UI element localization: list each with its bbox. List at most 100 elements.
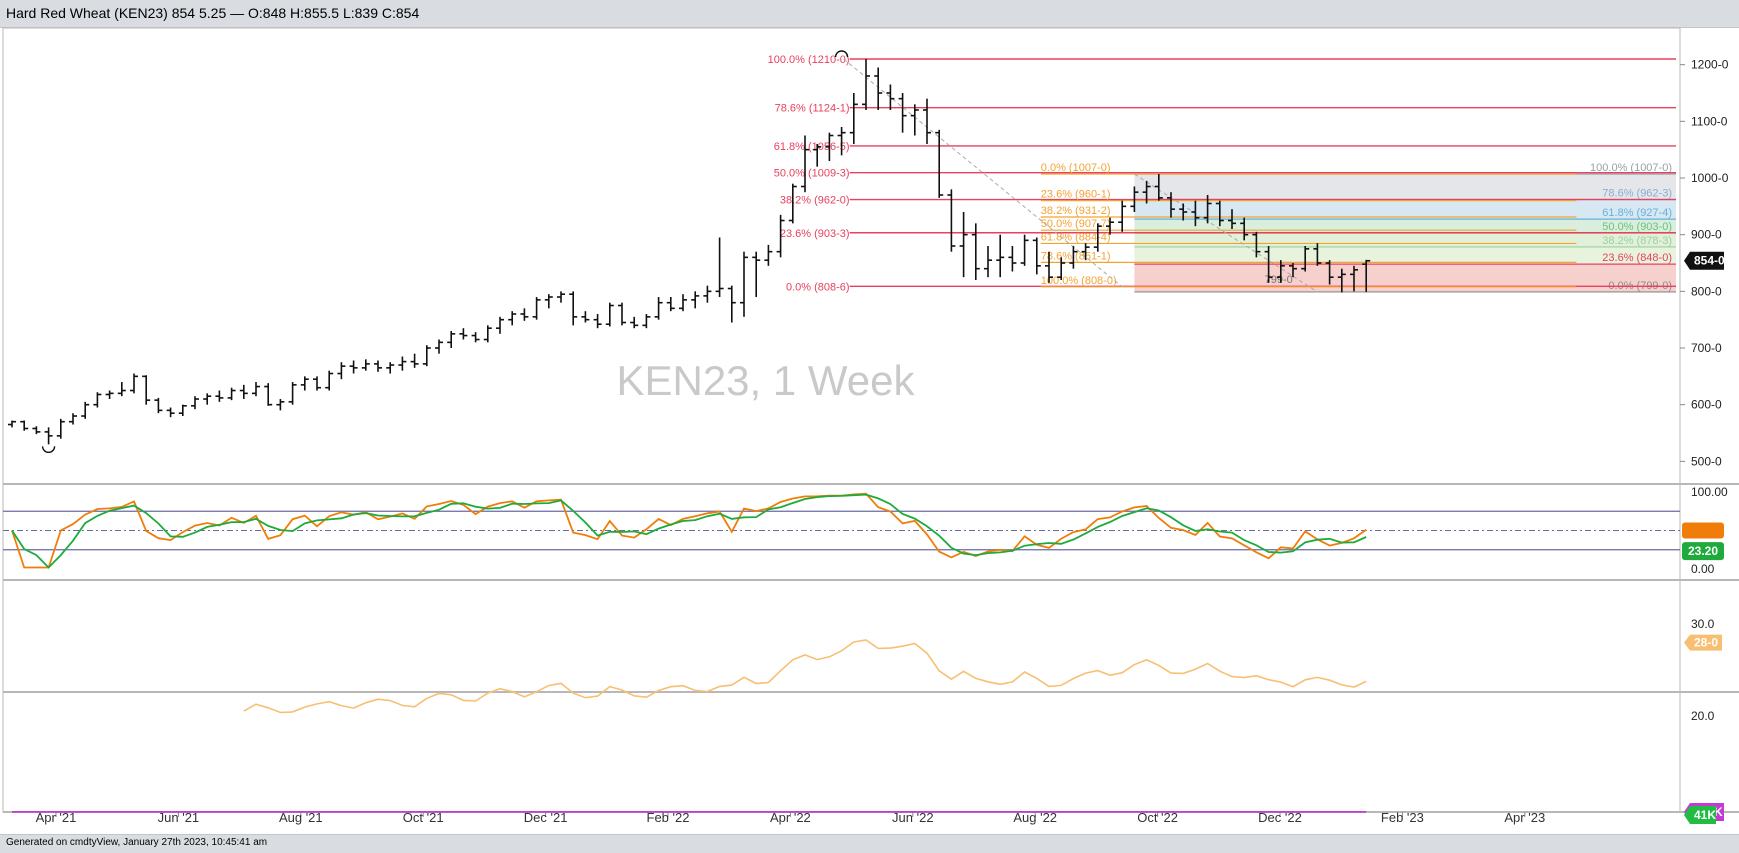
x-tick-label: Dec '21 <box>524 810 568 825</box>
fib-right-label: 61.8% (927-4) <box>1602 207 1672 219</box>
price-bar <box>313 376 321 391</box>
fib-middle-label: 50.0% (907-7) <box>1041 218 1111 230</box>
fib-right-label: 23.6% (848-0) <box>1602 252 1672 264</box>
price-bar <box>862 59 870 111</box>
price-bar <box>1093 223 1102 252</box>
price-bar <box>825 132 834 162</box>
price-bar <box>910 104 919 136</box>
fib-zone <box>1134 219 1676 233</box>
price-bar <box>276 399 285 411</box>
price-bar <box>1203 195 1212 224</box>
fib-middle-label: 78.6% (851-1) <box>1041 250 1111 262</box>
price-bar <box>386 362 395 374</box>
fib-left-label: 61.8% (1056-5) <box>774 141 850 153</box>
price-bar <box>130 373 138 394</box>
x-tick-label: Feb '23 <box>1381 810 1424 825</box>
price-bar <box>801 135 809 193</box>
price-bar <box>93 392 102 408</box>
ind2-tick-label: 20.0 <box>1691 709 1715 723</box>
price-bar <box>252 382 260 397</box>
x-tick-label: Jun '22 <box>892 810 934 825</box>
price-bar <box>996 234 1005 278</box>
price-bar <box>349 360 358 374</box>
price-bar <box>569 291 578 326</box>
price-bar <box>1020 234 1029 266</box>
x-tick-label: Jun '21 <box>158 810 200 825</box>
fib-left-label: 23.6% (903-3) <box>780 228 850 240</box>
price-bar <box>1081 243 1090 261</box>
y-tick-label: 800-0 <box>1691 284 1722 298</box>
price-bar <box>105 390 114 400</box>
ind2-tick-label: 30.0 <box>1691 617 1715 631</box>
price-bar <box>1337 268 1346 293</box>
y-tick-label: 1000-0 <box>1691 171 1729 185</box>
price-bar <box>654 297 663 320</box>
price-bar <box>325 370 334 391</box>
price-bar <box>691 291 700 309</box>
price-bar <box>117 382 126 397</box>
rsi-tick-label: 100.00 <box>1691 485 1728 499</box>
fib-middle-label: 61.8% (884-4) <box>1041 231 1111 243</box>
y-tick-label: 1200-0 <box>1691 58 1729 72</box>
price-bar <box>1154 174 1163 201</box>
price-bar <box>813 144 822 167</box>
y-tick-label: 700-0 <box>1691 341 1722 355</box>
price-bar <box>239 384 248 400</box>
price-bar <box>886 84 895 111</box>
rsi-last-label: 23.20 <box>1688 544 1718 558</box>
fib-right-label: 78.6% (962-3) <box>1602 187 1672 199</box>
price-bar <box>81 401 90 419</box>
fib-middle-label: 0.0% (1007-0) <box>1041 162 1111 174</box>
swing-high-marker <box>834 50 849 58</box>
fib-left-label: 100.0% (1210-0) <box>768 54 850 66</box>
price-bar <box>374 360 382 372</box>
y-tick-label: 500-0 <box>1691 454 1722 468</box>
price-bar <box>520 308 529 321</box>
price-bar <box>1325 260 1334 285</box>
price-bar <box>1130 186 1139 213</box>
price-bar <box>618 302 626 326</box>
x-tick-label: Apr '23 <box>1504 810 1545 825</box>
x-tick-label: Feb '22 <box>647 810 690 825</box>
price-bar <box>471 332 480 343</box>
swing-low-marker <box>41 446 56 454</box>
chart-footer: Generated on cmdtyView, January 27th 202… <box>0 834 1739 853</box>
price-bar <box>959 212 968 278</box>
ind2-line <box>243 639 1367 714</box>
price-bar <box>849 93 858 145</box>
vol-last-label: 41K <box>1694 808 1716 822</box>
rsi-fast-tag <box>1682 522 1724 539</box>
price-bar <box>1069 246 1078 269</box>
price-bar <box>410 353 419 368</box>
price-bar <box>1045 251 1053 283</box>
price-bar <box>764 244 773 266</box>
price-bar <box>178 404 187 417</box>
price-bar <box>935 129 944 198</box>
price-bar <box>605 302 614 327</box>
x-tick-label: Dec '22 <box>1258 810 1302 825</box>
price-bar <box>203 393 212 405</box>
fib-left-label: 38.2% (962-0) <box>780 195 850 207</box>
rsi-slow-tag <box>1682 542 1724 561</box>
y-tick-label: 900-0 <box>1691 228 1722 242</box>
price-bar <box>1240 217 1249 241</box>
price-bar <box>508 311 517 326</box>
last-price-tag <box>1684 251 1724 270</box>
price-bar <box>837 127 846 156</box>
price-bar <box>300 376 309 391</box>
trend-line <box>1134 173 1318 293</box>
price-bar <box>154 397 163 414</box>
fib-middle-label: 23.6% (960-1) <box>1041 189 1111 201</box>
price-bar <box>666 297 675 312</box>
price-bar <box>1301 246 1310 272</box>
price-bar <box>337 362 346 380</box>
last-price-label: 854-0 <box>1694 254 1725 268</box>
fib-zone <box>1134 232 1676 247</box>
price-bar <box>1142 180 1151 204</box>
price-bar <box>56 418 65 439</box>
fib-zone <box>1134 264 1676 292</box>
price-bar <box>191 396 199 410</box>
price-bar <box>1167 192 1175 218</box>
price-bar <box>923 98 931 145</box>
